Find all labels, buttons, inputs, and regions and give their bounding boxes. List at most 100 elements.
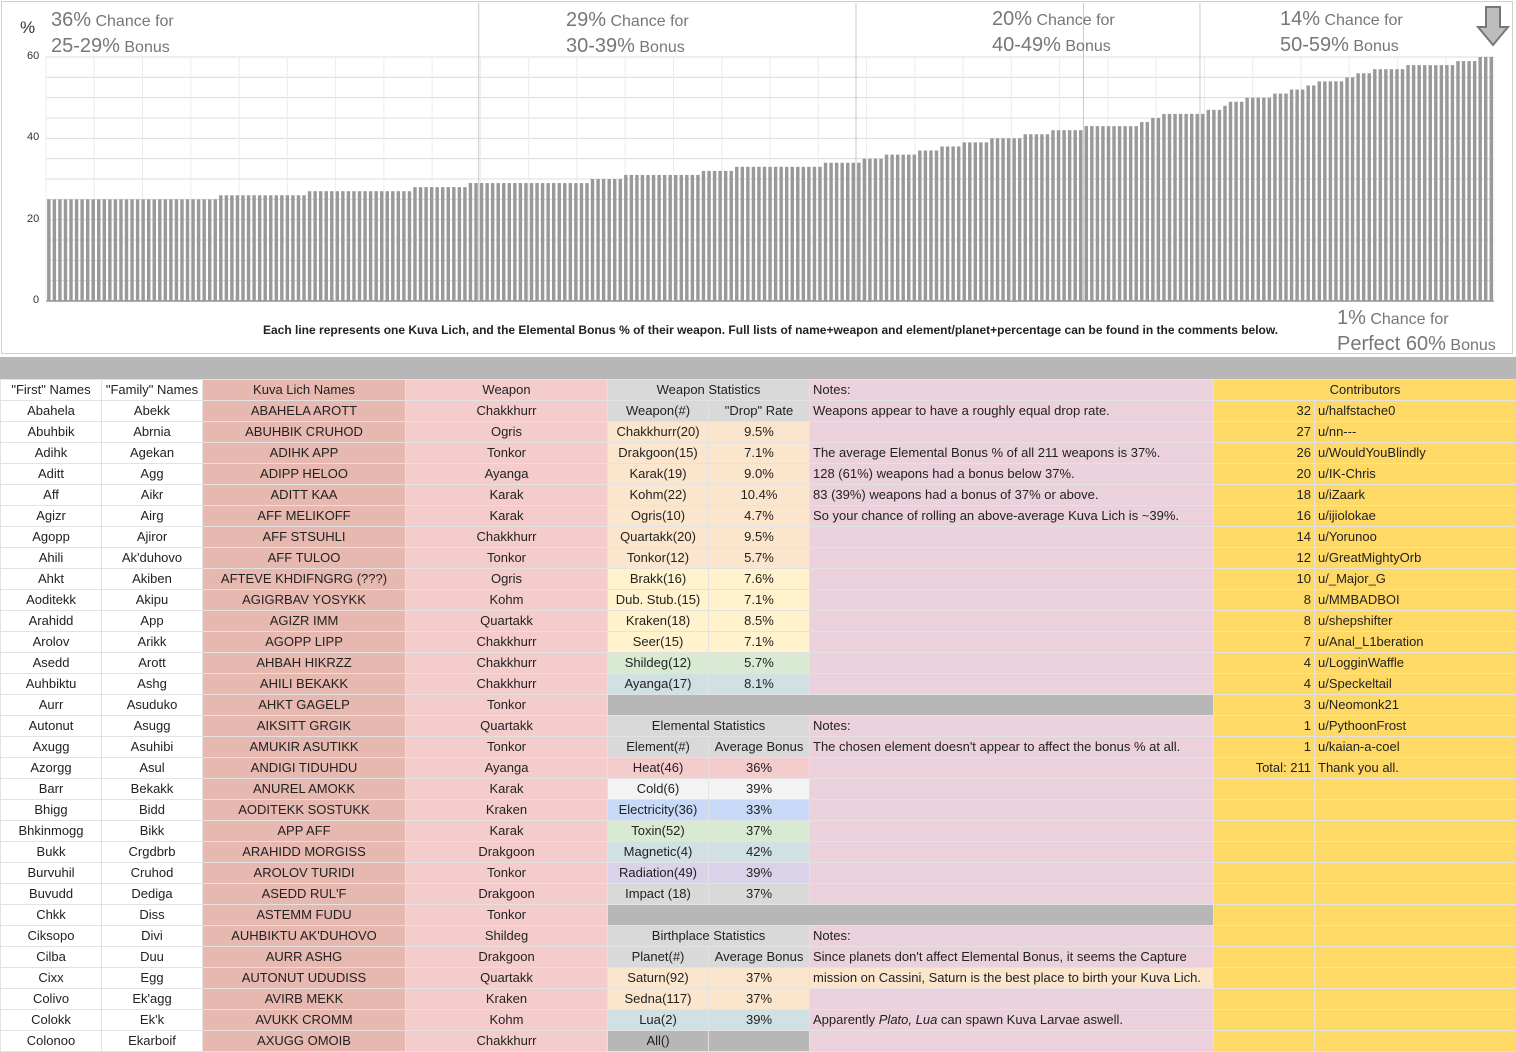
first-name-cell[interactable]: Bhkinmogg (0, 820, 102, 842)
header-weapon-statistics[interactable]: Weapon Statistics (607, 379, 810, 401)
stats-label-cell[interactable]: Heat(46) (607, 757, 709, 779)
family-name-cell[interactable]: App (101, 610, 203, 632)
contributor-name-cell[interactable]: u/iZaark (1314, 484, 1516, 506)
contributor-count-cell[interactable] (1213, 799, 1315, 821)
first-name-cell[interactable]: Cixx (0, 967, 102, 989)
family-name-cell[interactable]: Egg (101, 967, 203, 989)
contributor-count-cell[interactable]: 8 (1213, 589, 1315, 611)
family-name-cell[interactable]: Abrnia (101, 421, 203, 443)
weapon-cell[interactable]: Karak (405, 505, 608, 527)
family-name-cell[interactable]: Airg (101, 505, 203, 527)
lich-name-cell[interactable]: AUHBIKTU AK'DUHOVO (202, 925, 406, 947)
stats-value-cell[interactable]: 42% (708, 841, 810, 863)
family-name-cell[interactable]: Agekan (101, 442, 203, 464)
notes-cell[interactable]: Notes: (809, 925, 1214, 947)
first-name-cell[interactable]: Aff (0, 484, 102, 506)
stats-label-cell[interactable]: Tonkor(12) (607, 547, 709, 569)
notes-cell[interactable] (809, 526, 1214, 548)
weapon-cell[interactable]: Karak (405, 778, 608, 800)
contributor-name-cell[interactable]: u/Speckeltail (1314, 673, 1516, 695)
header-family-names[interactable]: "Family" Names (101, 379, 203, 401)
first-name-cell[interactable]: Azorgg (0, 757, 102, 779)
stats-label-cell[interactable]: Impact (18) (607, 883, 709, 905)
contributor-name-cell[interactable]: u/nn--- (1314, 421, 1516, 443)
contributor-count-cell[interactable]: 1 (1213, 715, 1315, 737)
first-name-cell[interactable]: Ahkt (0, 568, 102, 590)
notes-cell[interactable] (809, 799, 1214, 821)
stats-label-cell[interactable]: Dub. Stub.(15) (607, 589, 709, 611)
stats-value-cell[interactable]: 4.7% (708, 505, 810, 527)
notes-cell[interactable] (809, 820, 1214, 842)
stats-label-cell[interactable]: Sedna(117) (607, 988, 709, 1010)
weapon-cell[interactable]: Drakgoon (405, 841, 608, 863)
contributor-count-cell[interactable]: 3 (1213, 694, 1315, 716)
weapon-cell[interactable]: Chakkhurr (405, 526, 608, 548)
lich-name-cell[interactable]: AODITEKK SOSTUKK (202, 799, 406, 821)
contributor-count-cell[interactable] (1213, 862, 1315, 884)
family-name-cell[interactable]: Crgdbrb (101, 841, 203, 863)
weapon-cell[interactable]: Chakkhurr (405, 652, 608, 674)
lich-name-cell[interactable]: AXUGG OMOIB (202, 1030, 406, 1052)
family-name-cell[interactable]: Ajiror (101, 526, 203, 548)
stats-value-cell[interactable]: 7.1% (708, 442, 810, 464)
stats-label-cell[interactable]: Toxin(52) (607, 820, 709, 842)
contributor-name-cell[interactable]: u/GreatMightyOrb (1314, 547, 1516, 569)
family-name-cell[interactable]: Asuhibi (101, 736, 203, 758)
stats-value-cell[interactable]: 8.5% (708, 610, 810, 632)
stats-label-cell[interactable]: Weapon(#) (607, 400, 709, 422)
first-name-cell[interactable]: Colokk (0, 1009, 102, 1031)
family-name-cell[interactable]: Abekk (101, 400, 203, 422)
stats-label-cell[interactable]: Kohm(22) (607, 484, 709, 506)
contributor-count-cell[interactable] (1213, 988, 1315, 1010)
first-name-cell[interactable]: Cilba (0, 946, 102, 968)
stats-value-cell[interactable]: 7.6% (708, 568, 810, 590)
first-name-cell[interactable]: Burvuhil (0, 862, 102, 884)
first-name-cell[interactable]: Agopp (0, 526, 102, 548)
first-name-cell[interactable]: Ahili (0, 547, 102, 569)
contributor-count-cell[interactable]: 26 (1213, 442, 1315, 464)
contributor-count-cell[interactable] (1213, 967, 1315, 989)
notes-cell[interactable] (809, 589, 1214, 611)
family-name-cell[interactable]: Agg (101, 463, 203, 485)
weapon-cell[interactable]: Quartakk (405, 715, 608, 737)
lich-name-cell[interactable]: AFTEVE KHDIFNGRG (???) (202, 568, 406, 590)
first-name-cell[interactable]: Asedd (0, 652, 102, 674)
stats-label-cell[interactable]: Saturn(92) (607, 967, 709, 989)
stats-label-cell[interactable]: Quartakk(20) (607, 526, 709, 548)
notes-cell[interactable] (809, 610, 1214, 632)
family-name-cell[interactable]: Bidd (101, 799, 203, 821)
contributor-count-cell[interactable] (1213, 841, 1315, 863)
weapon-cell[interactable]: Ogris (405, 421, 608, 443)
contributor-count-cell[interactable] (1213, 1030, 1315, 1052)
stats-label-cell[interactable]: Magnetic(4) (607, 841, 709, 863)
lich-name-cell[interactable]: AVUKK CROMM (202, 1009, 406, 1031)
first-name-cell[interactable]: Chkk (0, 904, 102, 926)
weapon-cell[interactable]: Tonkor (405, 736, 608, 758)
contributor-count-cell[interactable]: Total: 211 (1213, 757, 1315, 779)
contributor-count-cell[interactable]: 10 (1213, 568, 1315, 590)
family-name-cell[interactable]: Akipu (101, 589, 203, 611)
family-name-cell[interactable]: Cruhod (101, 862, 203, 884)
lich-name-cell[interactable]: ADIPP HELOO (202, 463, 406, 485)
contributor-name-cell[interactable]: u/Anal_L1beration (1314, 631, 1516, 653)
first-name-cell[interactable]: Agizr (0, 505, 102, 527)
notes-cell[interactable] (809, 862, 1214, 884)
contributor-count-cell[interactable]: 18 (1213, 484, 1315, 506)
lich-name-cell[interactable]: ANDIGI TIDUHDU (202, 757, 406, 779)
lich-name-cell[interactable]: AGOPP LIPP (202, 631, 406, 653)
contributor-name-cell[interactable] (1314, 841, 1516, 863)
notes-cell[interactable]: So your chance of rolling an above-avera… (809, 505, 1214, 527)
contributor-count-cell[interactable] (1213, 904, 1315, 926)
contributor-name-cell[interactable] (1314, 862, 1516, 884)
notes-cell[interactable]: mission on Cassini, Saturn is the best p… (809, 967, 1214, 989)
weapon-cell[interactable]: Shildeg (405, 925, 608, 947)
stats-value-cell[interactable]: 36% (708, 757, 810, 779)
contributor-name-cell[interactable] (1314, 967, 1516, 989)
contributor-name-cell[interactable] (1314, 799, 1516, 821)
contributor-name-cell[interactable]: u/shepshifter (1314, 610, 1516, 632)
first-name-cell[interactable]: Buvudd (0, 883, 102, 905)
weapon-cell[interactable]: Kraken (405, 988, 608, 1010)
contributor-count-cell[interactable]: 27 (1213, 421, 1315, 443)
first-name-cell[interactable]: Aurr (0, 694, 102, 716)
stats-value-cell[interactable]: Average Bonus (708, 946, 810, 968)
